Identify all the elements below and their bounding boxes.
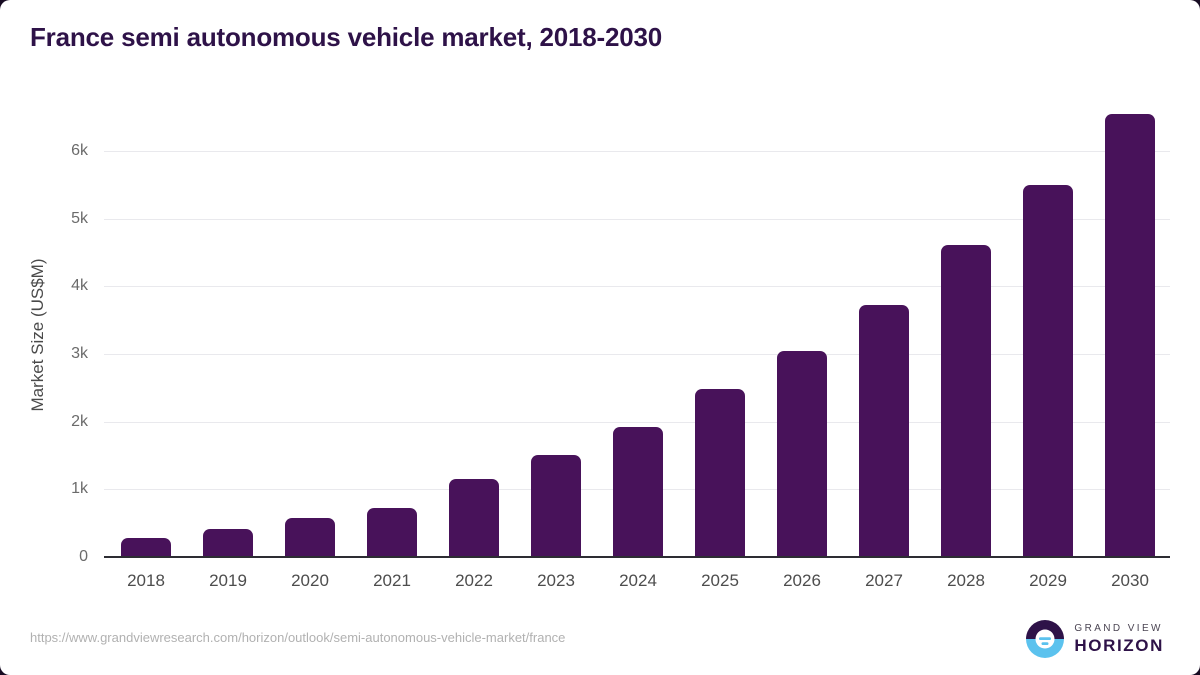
bar-2030 bbox=[1105, 113, 1155, 557]
y-tick-label-6k: 6k bbox=[71, 141, 88, 159]
y-tick-label-3k: 3k bbox=[71, 344, 88, 362]
x-tick-label-2028: 2028 bbox=[947, 571, 985, 590]
bar-2020 bbox=[285, 518, 335, 557]
x-tick-label-2025: 2025 bbox=[701, 571, 739, 590]
gridline-2k bbox=[104, 421, 1170, 423]
x-tick-label-2023: 2023 bbox=[537, 571, 575, 590]
y-tick-label-1k: 1k bbox=[71, 480, 88, 498]
grand-view-horizon-logo: GRAND VIEW HORIZON bbox=[1025, 619, 1164, 659]
bar-2023 bbox=[531, 454, 581, 557]
y-tick-label-0: 0 bbox=[79, 548, 88, 565]
gridline-4k bbox=[104, 286, 1170, 288]
bar-2029 bbox=[1023, 185, 1073, 557]
bar-2022 bbox=[449, 478, 499, 557]
x-tick-label-2022: 2022 bbox=[455, 571, 493, 590]
bar-2027 bbox=[859, 305, 909, 557]
y-tick-label-4k: 4k bbox=[71, 277, 88, 295]
y-tick-label-2k: 2k bbox=[71, 412, 88, 430]
source-url: https://www.grandviewresearch.com/horizo… bbox=[30, 630, 566, 645]
x-tick-label-2020: 2020 bbox=[291, 571, 329, 590]
chart-title: France semi autonomous vehicle market, 2… bbox=[30, 22, 663, 52]
bar-2019 bbox=[203, 528, 253, 557]
x-tick-label-2024: 2024 bbox=[619, 571, 657, 590]
logo-brand-name: GRAND VIEW bbox=[1074, 622, 1163, 634]
bar-2021 bbox=[367, 507, 417, 557]
gridline-3k bbox=[104, 353, 1170, 355]
logo-text: GRAND VIEW HORIZON bbox=[1074, 623, 1164, 656]
x-tick-label-2019: 2019 bbox=[209, 571, 247, 590]
x-tick-label-2030: 2030 bbox=[1111, 571, 1149, 590]
x-axis-line bbox=[104, 556, 1170, 558]
bar-2018 bbox=[121, 538, 171, 557]
x-tick-label-2026: 2026 bbox=[783, 571, 821, 590]
bar-2026 bbox=[777, 351, 827, 557]
gridline-5k bbox=[104, 218, 1170, 220]
horizon-sun-icon bbox=[1026, 620, 1065, 658]
y-tick-label-5k: 5k bbox=[71, 209, 88, 227]
bar-2025 bbox=[695, 389, 745, 557]
x-tick-label-2021: 2021 bbox=[373, 571, 411, 590]
x-tick-label-2018: 2018 bbox=[127, 571, 165, 590]
x-tick-label-2029: 2029 bbox=[1029, 571, 1067, 590]
bar-2028 bbox=[941, 244, 991, 557]
gridline-6k bbox=[104, 150, 1170, 152]
logo-product-name: HORIZON bbox=[1074, 635, 1164, 655]
bar-2024 bbox=[613, 427, 663, 557]
x-tick-label-2027: 2027 bbox=[865, 571, 903, 590]
